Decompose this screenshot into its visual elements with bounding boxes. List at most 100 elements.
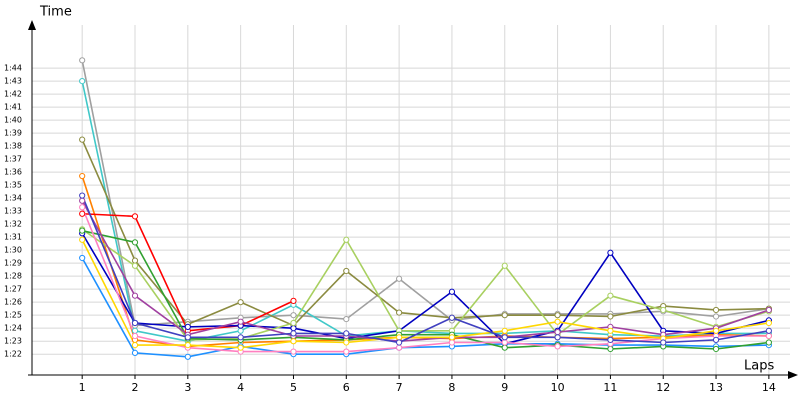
data-point	[237, 299, 244, 306]
x-tick-label: 8	[448, 381, 455, 394]
series-line	[81, 239, 769, 349]
data-point	[343, 348, 350, 355]
series-line	[81, 139, 769, 327]
y-tick-label: 1:27	[4, 285, 22, 294]
data-point	[290, 348, 297, 355]
data-point	[396, 275, 403, 282]
plot-area	[79, 57, 772, 360]
data-point	[396, 344, 403, 351]
x-axis-title: Laps	[744, 359, 774, 374]
data-point	[237, 318, 244, 325]
data-point	[501, 327, 508, 334]
y-tick-label: 1:36	[4, 168, 22, 177]
data-point	[660, 306, 667, 314]
x-tick-label: 13	[709, 381, 723, 394]
data-point	[79, 236, 86, 243]
data-point	[554, 343, 561, 350]
data-point	[131, 257, 139, 264]
x-tick-label: 14	[762, 381, 776, 394]
series-line	[81, 257, 769, 358]
data-point	[554, 328, 561, 336]
data-point	[607, 313, 614, 320]
data-point	[79, 210, 86, 217]
y-tick-label: 1:40	[4, 116, 22, 125]
data-point	[290, 312, 297, 319]
data-point	[184, 341, 191, 349]
data-point	[448, 288, 456, 295]
data-point	[131, 319, 139, 327]
x-tick-label: 11	[603, 381, 617, 394]
data-point	[607, 327, 614, 334]
y-tick-label: 1:31	[4, 233, 22, 242]
y-tick-label: 1:30	[4, 246, 22, 255]
data-point	[554, 318, 561, 325]
data-point	[712, 313, 720, 320]
data-point	[501, 262, 508, 269]
data-point	[79, 172, 86, 180]
data-point	[290, 330, 297, 337]
data-point	[554, 334, 561, 341]
data-point	[79, 192, 86, 199]
data-point	[396, 339, 403, 346]
data-point	[765, 332, 772, 340]
data-point	[290, 297, 297, 304]
data-point	[712, 306, 720, 314]
x-tick-label: 6	[343, 381, 350, 394]
data-point	[131, 292, 139, 299]
series-line	[81, 206, 769, 353]
y-tick-label: 1:42	[4, 90, 22, 99]
data-point	[290, 319, 297, 327]
data-point	[607, 336, 614, 343]
y-tick-label: 1:39	[4, 129, 22, 138]
y-tick-label: 1:25	[4, 311, 22, 320]
data-point	[712, 345, 720, 353]
data-point	[343, 236, 350, 243]
y-axis-title: Time	[39, 5, 72, 20]
x-tick-label: 10	[551, 381, 565, 394]
data-point	[237, 334, 244, 341]
y-tick-label: 1:35	[4, 181, 22, 190]
y-tick-label: 1:43	[4, 77, 22, 86]
data-point	[131, 327, 139, 334]
y-tick-label: 1:37	[4, 155, 22, 164]
x-tick-label: 1	[79, 381, 86, 394]
y-axis-arrow	[28, 20, 36, 30]
y-tick-label: 1:26	[4, 298, 22, 307]
data-point	[131, 341, 139, 349]
y-tick-label: 1:32	[4, 220, 22, 229]
data-point	[131, 349, 139, 356]
y-tick-label: 1:28	[4, 272, 22, 281]
data-point	[184, 353, 191, 360]
data-point	[79, 204, 86, 211]
series-line	[81, 200, 770, 342]
y-tick-label: 1:22	[4, 350, 22, 359]
data-point	[79, 254, 86, 262]
data-point	[607, 292, 614, 299]
data-point	[79, 57, 86, 64]
x-tick-label: 5	[290, 381, 297, 394]
data-point	[765, 306, 772, 314]
data-point	[79, 227, 86, 234]
data-point	[501, 312, 508, 319]
data-point	[343, 315, 350, 323]
data-point	[448, 339, 456, 346]
y-tick-label: 1:29	[4, 259, 22, 268]
data-point	[607, 345, 614, 353]
data-point	[501, 334, 508, 341]
data-point	[237, 327, 244, 334]
data-point	[765, 339, 772, 346]
data-point	[343, 267, 350, 275]
x-tick-label: 9	[501, 381, 508, 394]
data-point	[184, 334, 191, 341]
series-line	[81, 195, 770, 344]
data-point	[79, 136, 86, 143]
data-point	[237, 344, 244, 351]
data-point	[79, 78, 86, 85]
x-tick-label: 7	[396, 381, 403, 394]
data-point	[396, 309, 403, 316]
data-point	[79, 197, 86, 204]
y-tick-label: 1:24	[4, 324, 22, 333]
data-point	[343, 339, 350, 346]
series-line	[81, 232, 770, 345]
